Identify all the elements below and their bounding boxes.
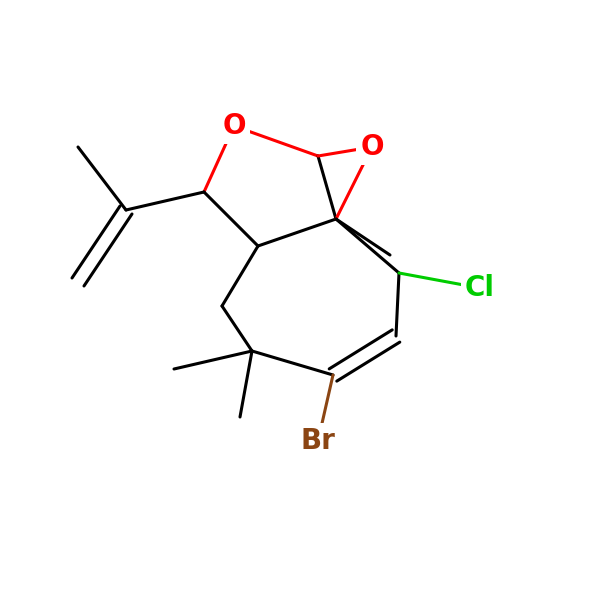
Text: Cl: Cl (465, 274, 495, 302)
Text: Br: Br (301, 427, 335, 455)
Text: O: O (360, 133, 384, 161)
Text: O: O (222, 112, 246, 140)
